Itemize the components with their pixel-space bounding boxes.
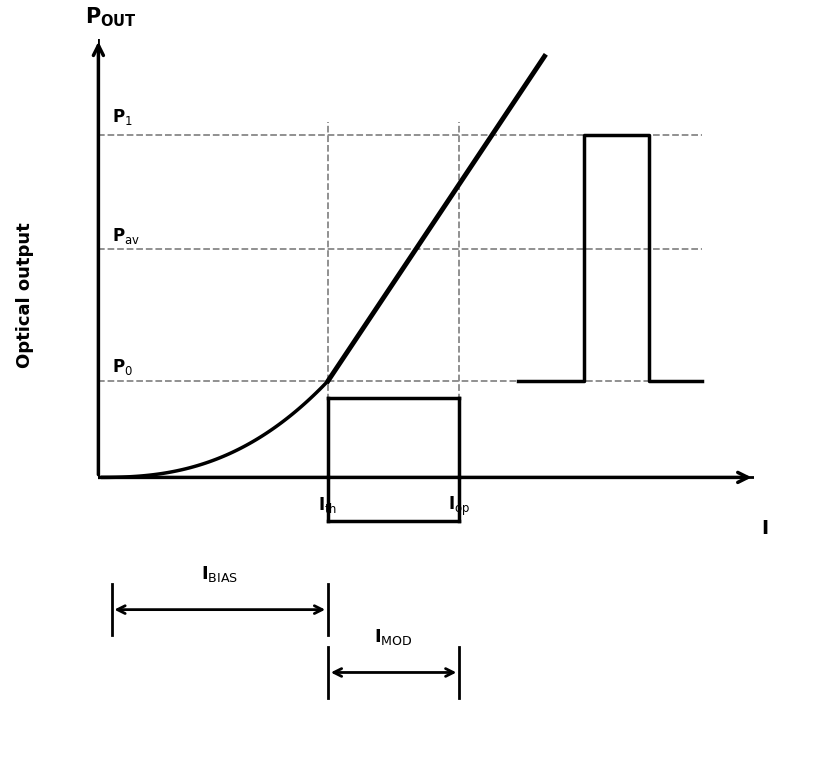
Text: P$_0$: P$_0$ xyxy=(111,357,133,377)
Text: I$_{\rm th}$: I$_{\rm th}$ xyxy=(318,495,337,515)
Text: I$_{\rm op}$: I$_{\rm op}$ xyxy=(447,495,470,518)
Text: Laser current: Laser current xyxy=(568,588,704,607)
Text: I$_{\rm MOD}$: I$_{\rm MOD}$ xyxy=(373,627,413,647)
Text: P$_{\rm av}$: P$_{\rm av}$ xyxy=(111,226,139,245)
Text: I$_{\rm BIAS}$: I$_{\rm BIAS}$ xyxy=(201,564,238,584)
Text: P$_1$: P$_1$ xyxy=(111,107,132,127)
Text: Optical output: Optical output xyxy=(16,222,34,368)
Text: $\bf{I}$: $\bf{I}$ xyxy=(760,519,767,539)
Text: P$_{\mathbf{OUT}}$: P$_{\mathbf{OUT}}$ xyxy=(85,5,137,29)
